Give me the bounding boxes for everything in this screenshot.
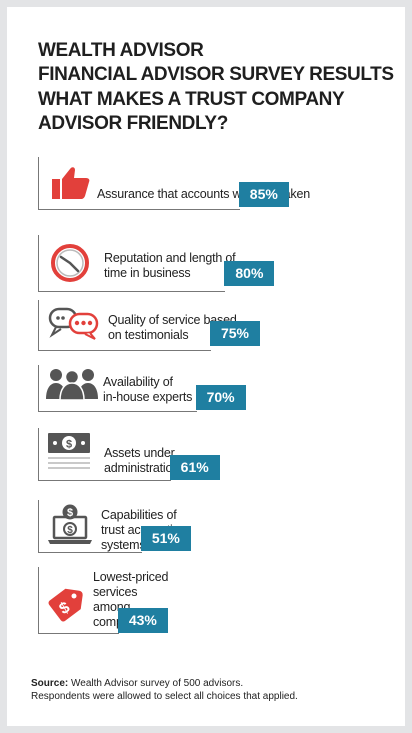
item-label-line: administration bbox=[104, 461, 180, 475]
item-bracket bbox=[38, 157, 240, 210]
item-label-line: time in business bbox=[104, 266, 191, 280]
header-line-4: ADVISOR FRIENDLY? bbox=[38, 113, 228, 134]
item-label-line: Reputation and length of bbox=[104, 251, 236, 265]
item-bracket bbox=[38, 365, 197, 412]
header-line-2: FINANCIAL ADVISOR SURVEY RESULTS bbox=[38, 64, 394, 85]
price-tag-icon: $ bbox=[45, 585, 87, 632]
item-bracket bbox=[38, 500, 142, 553]
item-label-line: Quality of service based bbox=[108, 313, 237, 327]
speech-bubbles-icon bbox=[48, 306, 100, 345]
percent-value: 70% bbox=[195, 385, 246, 410]
item-label-line: Availability of bbox=[103, 375, 173, 389]
item-label-line: on testimonials bbox=[108, 328, 189, 342]
svg-text:$: $ bbox=[67, 525, 73, 536]
percent-value: 75% bbox=[210, 321, 260, 346]
item-label-line: Capabilities of bbox=[101, 508, 177, 522]
svg-text:$: $ bbox=[67, 507, 73, 519]
percent-value: 61% bbox=[169, 455, 220, 480]
percent-value: 43% bbox=[117, 608, 168, 633]
item-label-line: in-house experts bbox=[103, 390, 193, 404]
svg-text:$: $ bbox=[66, 439, 72, 451]
item-label-line: Lowest-priced bbox=[93, 570, 169, 584]
thumbs-up-icon bbox=[48, 162, 94, 207]
laptop-dollar-icon: $ $ bbox=[45, 503, 95, 552]
item-label: Assets under administration bbox=[104, 446, 179, 476]
item-label-line: services bbox=[93, 585, 138, 599]
respondents-note: Respondents were allowed to select all c… bbox=[31, 691, 298, 702]
header-line-3: WHAT MAKES A TRUST COMPANY bbox=[38, 89, 345, 110]
item-label-line: systems bbox=[101, 538, 146, 552]
item-bracket bbox=[38, 235, 226, 292]
source-text: Wealth Advisor survey of 500 advisors. bbox=[68, 678, 244, 689]
percent-value: 51% bbox=[140, 526, 191, 551]
percent-value: 85% bbox=[238, 182, 289, 207]
item-label: Availability of in-house experts bbox=[103, 375, 192, 405]
item-label: Reputation and length of time in business bbox=[104, 251, 236, 281]
source-label: Source: bbox=[31, 678, 69, 689]
item-bracket bbox=[38, 300, 211, 351]
item-bracket bbox=[38, 428, 171, 481]
people-icon bbox=[44, 367, 100, 406]
money-icon: $ bbox=[44, 431, 94, 476]
item-bracket bbox=[38, 567, 119, 634]
clock-icon bbox=[48, 241, 92, 290]
source-note: Source: Wealth Advisor survey of 500 adv… bbox=[31, 677, 298, 703]
percent-value: 80% bbox=[224, 261, 275, 286]
item-label: Quality of service based on testimonials bbox=[108, 313, 237, 343]
item-label-line: Assets under bbox=[104, 446, 175, 460]
header-line-1: WEALTH ADVISOR bbox=[38, 40, 204, 61]
